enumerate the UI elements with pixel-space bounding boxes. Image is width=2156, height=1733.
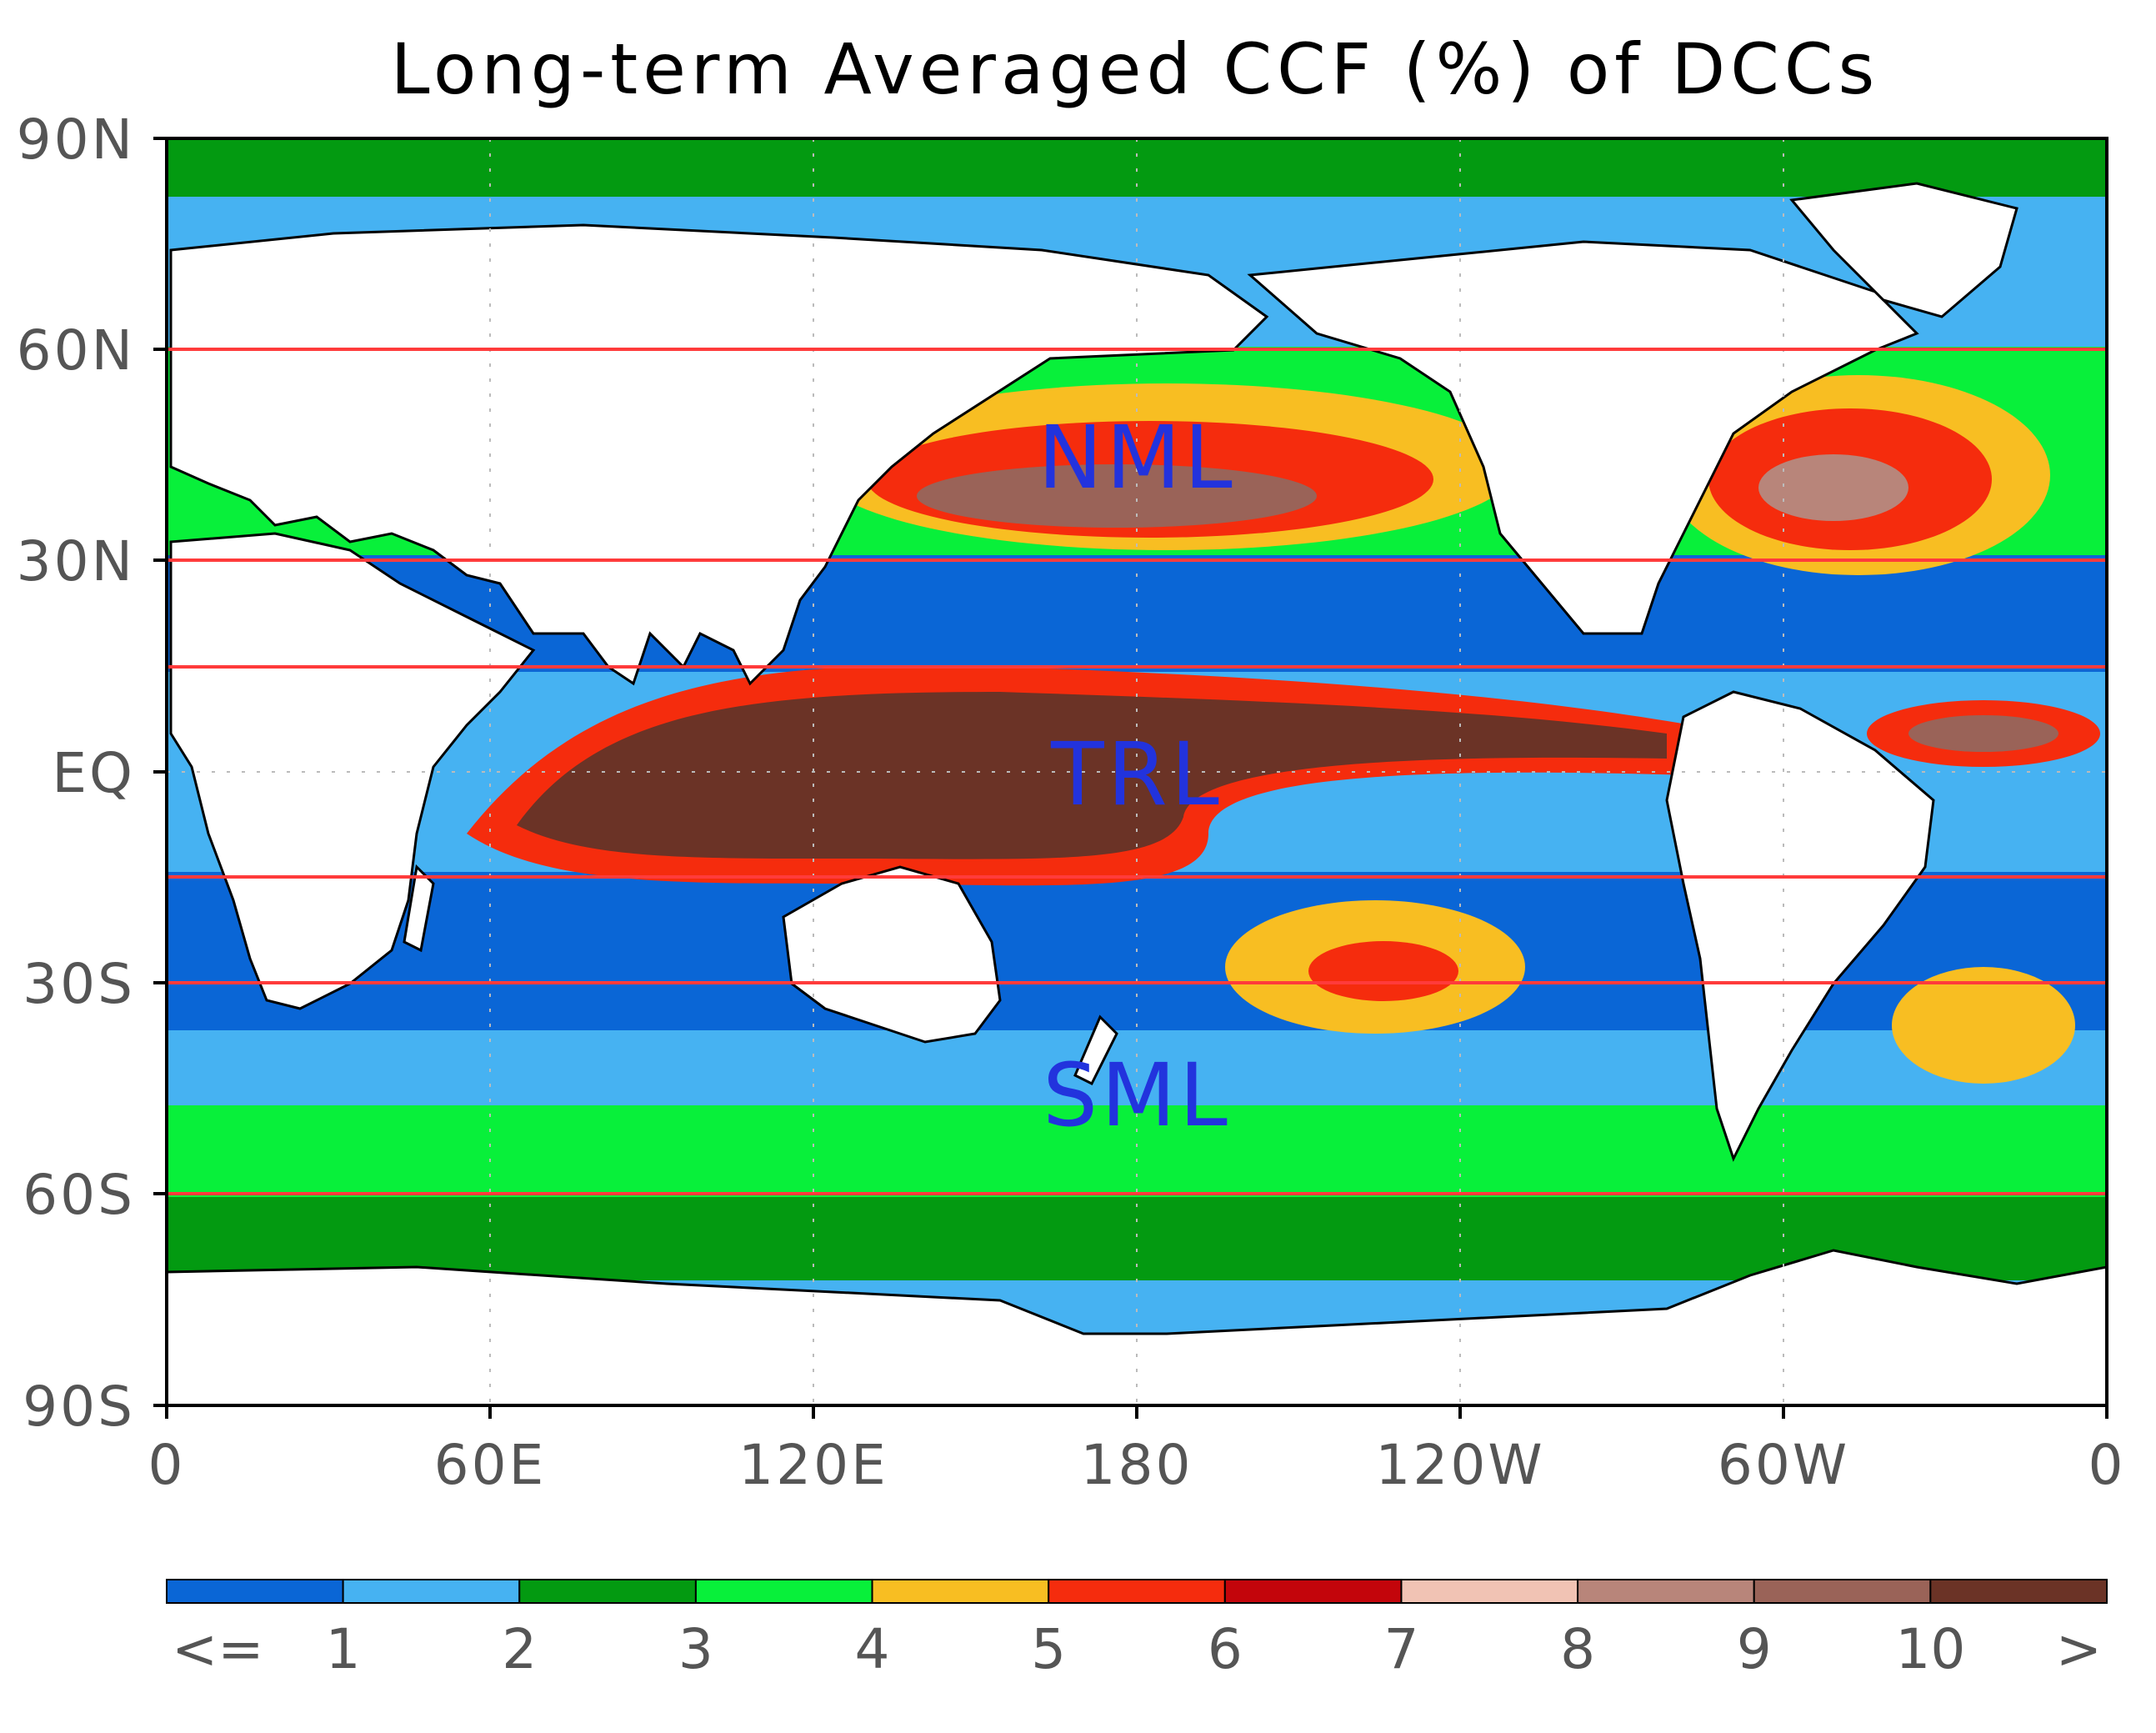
pacific-storm-track-core — [917, 464, 1317, 528]
australia — [782, 865, 1002, 1044]
south-atlantic-orange — [1892, 967, 2075, 1084]
colorbar-swatch-5 — [1048, 1579, 1226, 1604]
colorbar-swatch-9 — [1753, 1579, 1932, 1604]
warm-pool-core — [517, 692, 1667, 859]
x-tick-label-120e: 120E — [738, 1433, 888, 1497]
x-tick-label-120w: 120W — [1375, 1433, 1544, 1497]
region-label-trl: TRL — [1050, 724, 1223, 825]
x-tick-label-0-end: 0 — [2088, 1433, 2126, 1497]
colorbar-swatch-2 — [518, 1579, 697, 1604]
colorbar-swatch-4 — [871, 1579, 1050, 1604]
colorbar-label-7: 7 — [1383, 1617, 1418, 1681]
colorbar-label-5: 5 — [1031, 1617, 1066, 1681]
colorbar-label-2: 2 — [502, 1617, 537, 1681]
x-tick-labels: 0 60E 120E 180 120W 60W 0 — [148, 1433, 2126, 1497]
colorbar-swatch-1 — [342, 1579, 521, 1604]
x-tick-label-0: 0 — [148, 1433, 186, 1497]
x-axis — [165, 1405, 2108, 1419]
region-boxes — [167, 348, 2107, 1195]
y-tick-label-60s: 60S — [23, 1163, 135, 1227]
colorbar-label-1: 1 — [326, 1617, 361, 1681]
colorbar-swatch-10 — [1929, 1579, 2108, 1604]
colorbar-swatches — [166, 1579, 2108, 1604]
greenland — [1789, 182, 2018, 318]
colorbar-swatch-3 — [694, 1579, 873, 1604]
y-tick-label-90s: 90S — [23, 1375, 135, 1439]
south-america — [1665, 690, 1935, 1162]
map-title: Long-term Averaged CCF (%) of DCCs — [391, 28, 1880, 110]
x-tick-label-180: 180 — [1081, 1433, 1193, 1497]
atlantic-itcz-core — [1908, 715, 2058, 752]
colorbar-label-9: 9 — [1737, 1617, 1772, 1681]
colorbar-label-10: 10 — [1895, 1617, 1965, 1681]
spcz-red — [1308, 941, 1458, 1001]
colorbar-swatch-8 — [1577, 1579, 1755, 1604]
antarctica — [167, 1249, 2107, 1405]
colorbar-label-0: <= — [172, 1617, 264, 1681]
colorbar-label-6: 6 — [1208, 1617, 1243, 1681]
x-tick-label-60e: 60E — [434, 1433, 547, 1497]
colorbar-swatch-6 — [1223, 1579, 1403, 1604]
new-zealand — [1073, 1014, 1118, 1086]
colorbar-label-4: 4 — [855, 1617, 890, 1681]
y-tick-label-30n: 30N — [17, 529, 135, 594]
africa — [169, 532, 536, 1010]
map-panel: NML TRL SML — [167, 138, 2107, 1405]
colorbar: <= 1 2 3 4 5 6 7 8 9 10 > — [166, 1579, 2108, 1681]
region-box-sml — [167, 981, 2107, 1195]
y-tick-label-30s: 30S — [23, 952, 135, 1016]
colorbar-label-3: 3 — [678, 1617, 713, 1681]
region-box-nml — [167, 348, 2107, 562]
y-axis — [153, 137, 167, 1407]
colorbar-labels: <= 1 2 3 4 5 6 7 8 9 10 > — [172, 1617, 2102, 1681]
y-tick-label-eq: EQ — [52, 741, 135, 805]
colorbar-swatch-0 — [166, 1579, 344, 1604]
band-south-mid-b — [167, 1105, 2107, 1197]
north-america — [1247, 240, 1919, 635]
region-label-nml: NML — [1038, 407, 1235, 508]
colorbar-label-11: > — [2056, 1617, 2102, 1681]
colorbar-swatch-7 — [1400, 1579, 1579, 1604]
y-tick-label-90n: 90N — [17, 108, 135, 172]
x-tick-label-60w: 60W — [1718, 1433, 1849, 1497]
y-tick-label-60n: 60N — [17, 318, 135, 383]
continents — [167, 182, 2107, 1405]
band-arctic — [167, 138, 2107, 197]
eurasia — [169, 223, 1269, 686]
y-tick-labels: 90N 60N 30N EQ 30S 60S 90S — [17, 108, 135, 1439]
atlantic-storm-track-core — [1758, 454, 1908, 521]
region-label-sml: SML — [1043, 1044, 1231, 1146]
region-box-trl — [167, 665, 2107, 879]
colorbar-label-8: 8 — [1560, 1617, 1595, 1681]
